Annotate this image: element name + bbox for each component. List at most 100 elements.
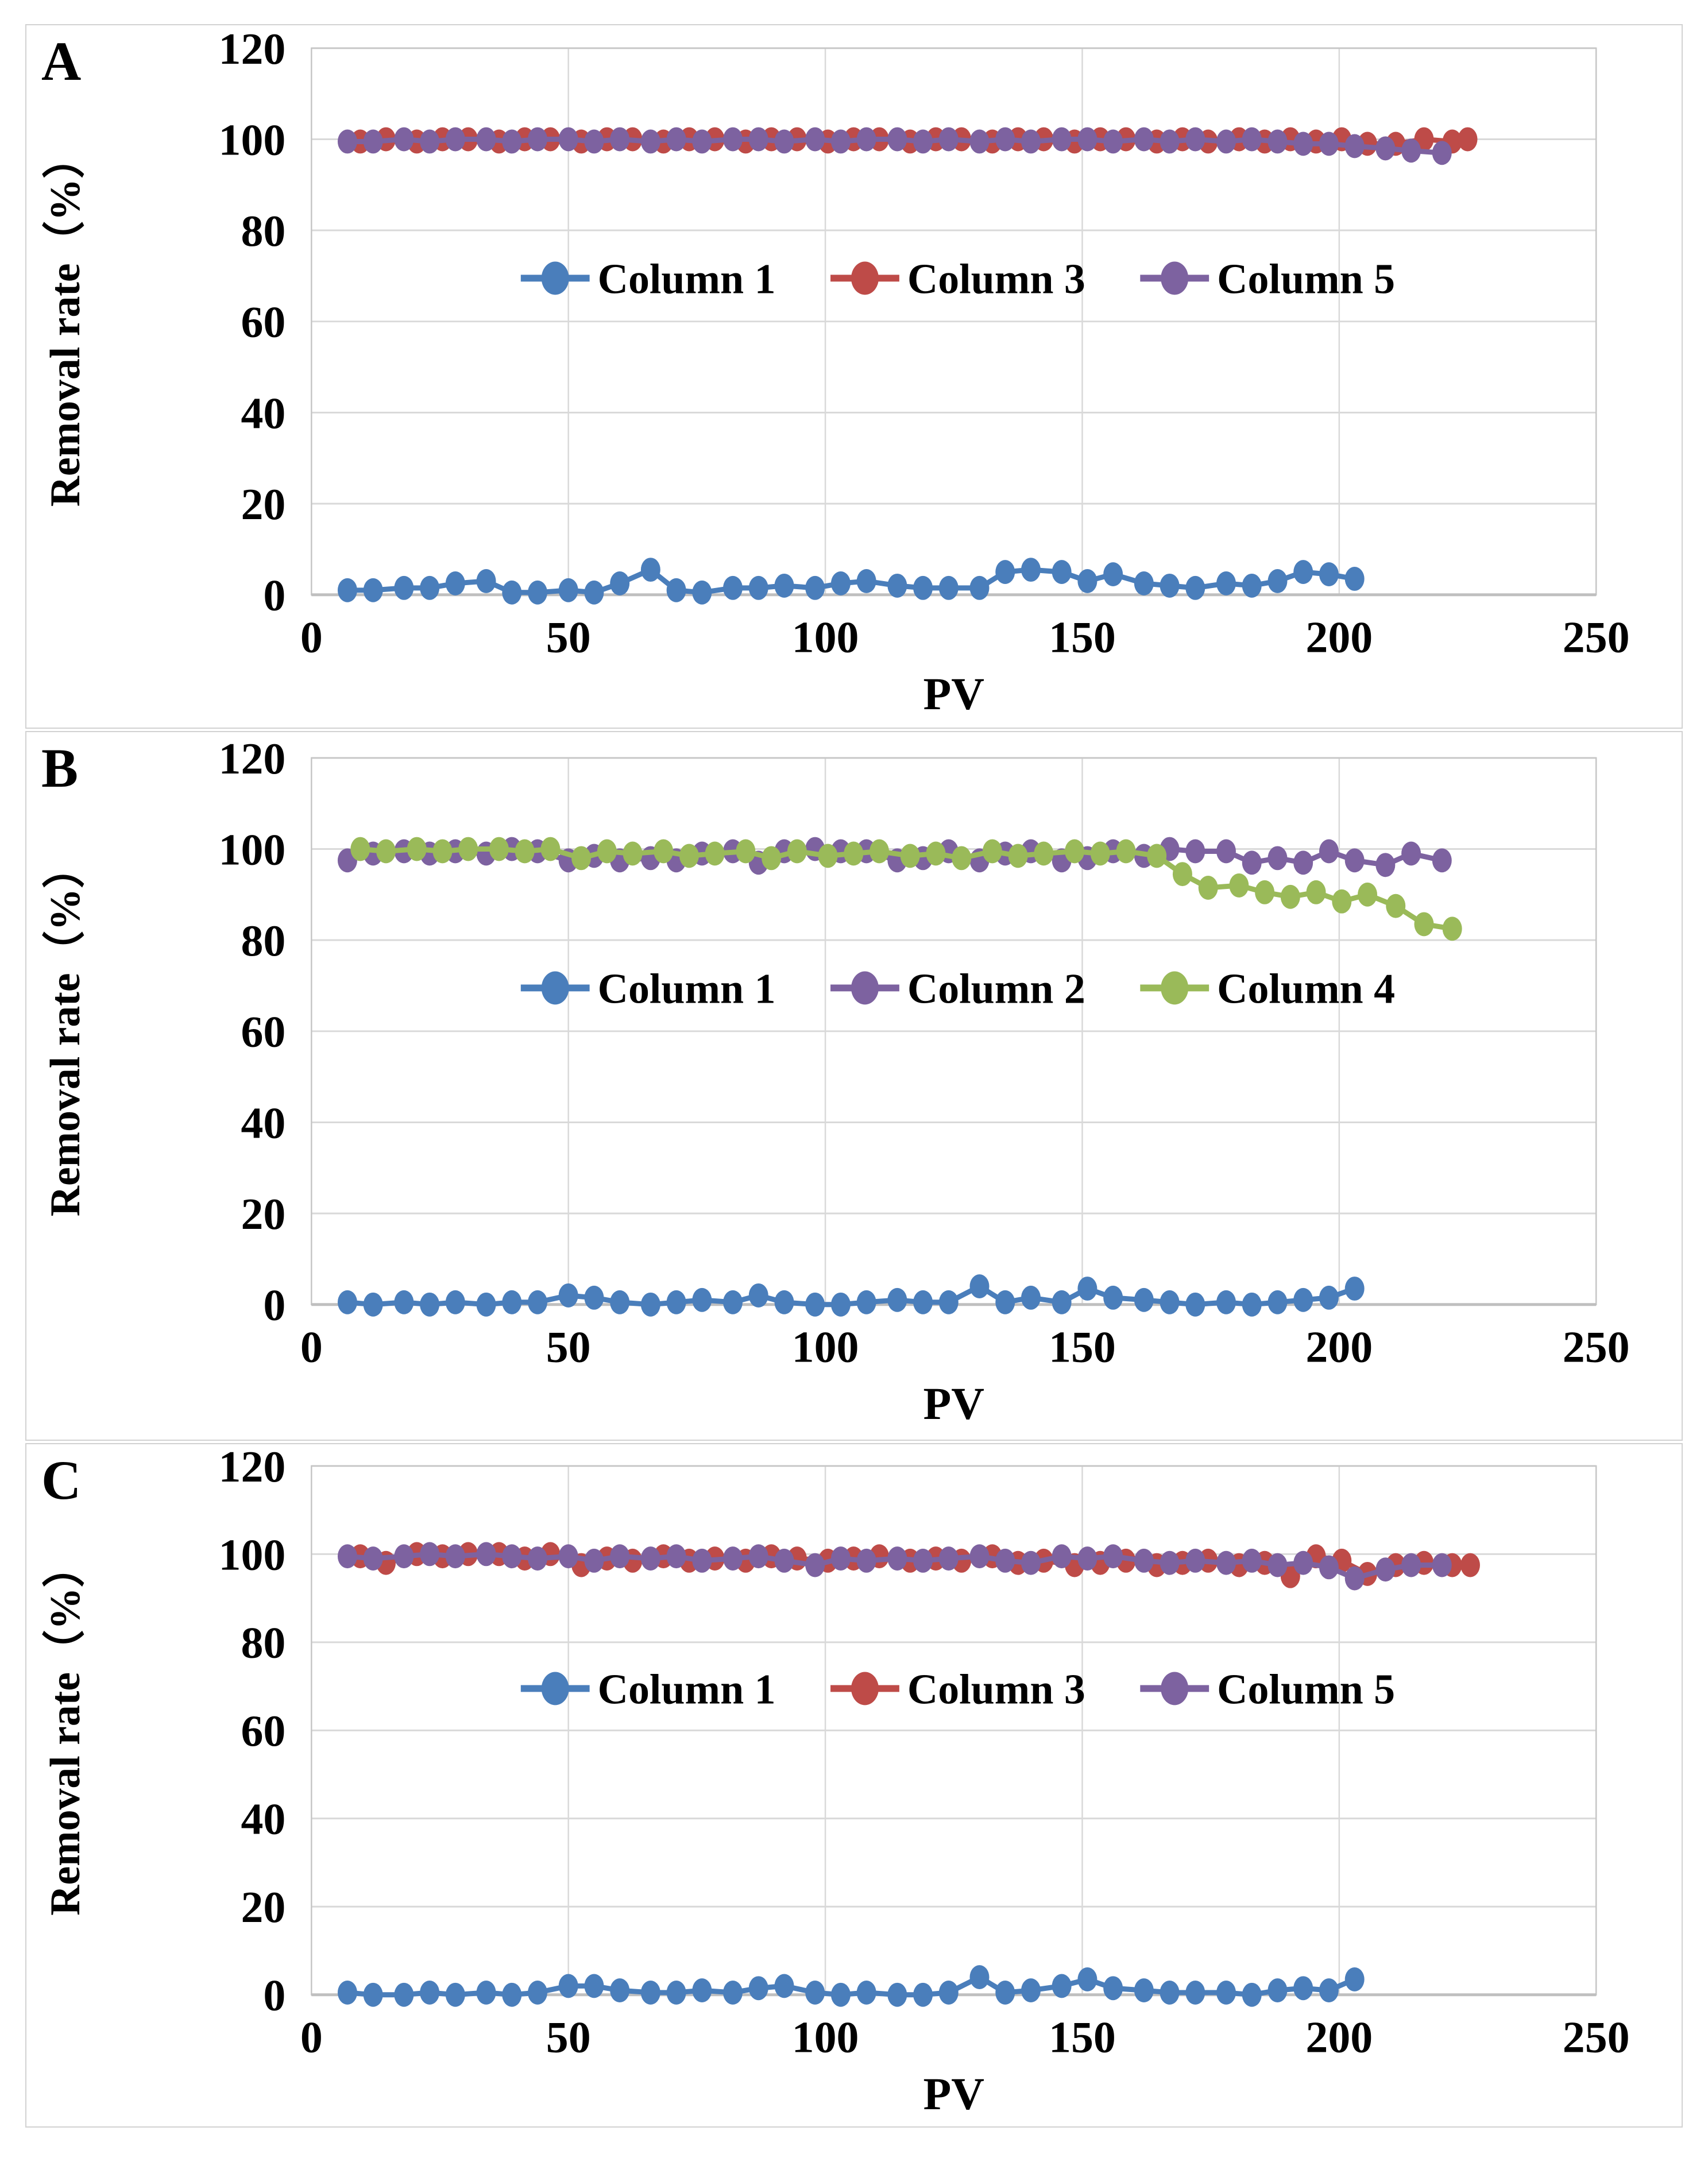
- data-point: [774, 1974, 794, 1998]
- data-point: [445, 127, 465, 152]
- data-point: [692, 1287, 712, 1312]
- data-point: [1358, 882, 1378, 907]
- data-point: [900, 844, 920, 868]
- data-point: [1160, 129, 1180, 154]
- x-tick-label: 150: [1049, 1322, 1116, 1372]
- x-axis-title: PV: [923, 2069, 984, 2120]
- x-tick-label: 150: [1049, 612, 1116, 662]
- y-tick-label: 60: [241, 1706, 285, 1755]
- data-point: [1216, 571, 1236, 595]
- data-point: [1458, 127, 1478, 152]
- legend-item: Column 5: [1140, 255, 1395, 302]
- data-point: [528, 1546, 547, 1571]
- data-point: [995, 1290, 1015, 1314]
- data-point: [938, 1290, 959, 1314]
- data-point: [952, 846, 972, 871]
- y-tick-label: 120: [219, 1444, 286, 1491]
- data-point: [1216, 1981, 1236, 2005]
- data-point: [995, 1548, 1015, 1573]
- y-tick-label: 100: [219, 1530, 286, 1579]
- legend-label: Column 1: [598, 1665, 776, 1712]
- x-tick-labels: 0 50 100 150 200 250: [300, 612, 1630, 662]
- data-point: [584, 1974, 604, 1998]
- data-point: [1021, 1978, 1041, 2003]
- y-tick-label: 0: [263, 571, 285, 620]
- panel-b: 0 20 40 60 80 100 120 0 50 100 150 200 250 PV Removal …: [25, 731, 1683, 1441]
- data-point: [1344, 567, 1365, 591]
- data-point: [528, 1290, 547, 1314]
- data-point: [640, 1981, 660, 2005]
- data-point: [394, 575, 414, 600]
- data-point: [1268, 569, 1288, 593]
- data-point: [1077, 569, 1098, 593]
- y-tick-label: 80: [241, 916, 286, 965]
- data-point: [723, 575, 743, 600]
- x-tick-label: 50: [546, 1322, 591, 1372]
- data-point: [610, 1290, 630, 1314]
- data-point: [692, 580, 712, 605]
- data-point: [1216, 839, 1236, 864]
- data-point: [679, 844, 699, 868]
- legend-marker-icon: [541, 261, 569, 295]
- data-point: [705, 841, 725, 866]
- data-point: [1160, 573, 1180, 598]
- data-point: [982, 839, 1002, 864]
- data-point: [913, 1548, 933, 1573]
- data-point: [1052, 1974, 1072, 1998]
- data-point: [938, 1981, 959, 2005]
- data-point: [445, 1982, 465, 2007]
- data-point: [1103, 1976, 1123, 2001]
- data-point: [458, 837, 478, 861]
- data-point: [913, 1290, 933, 1314]
- data-point: [1319, 562, 1339, 586]
- data-point: [1103, 1285, 1123, 1310]
- data-point: [856, 569, 876, 593]
- data-point: [748, 575, 768, 600]
- y-tick-label: 20: [241, 479, 286, 529]
- data-point: [856, 1290, 876, 1314]
- data-point: [445, 571, 465, 595]
- data-point: [1268, 1553, 1288, 1577]
- data-point: [363, 1982, 383, 2007]
- y-tick-label: 40: [241, 388, 286, 438]
- data-point: [445, 1290, 465, 1314]
- data-point: [830, 129, 851, 154]
- x-tick-label: 200: [1305, 612, 1373, 662]
- data-point: [1268, 846, 1288, 871]
- data-point: [1344, 1967, 1365, 1991]
- data-point: [1293, 1550, 1313, 1575]
- data-point: [1021, 558, 1041, 582]
- data-point: [1216, 1550, 1236, 1575]
- data-point: [969, 575, 990, 600]
- y-tick-label: 100: [219, 115, 286, 164]
- x-axis-title: PV: [923, 1379, 984, 1429]
- data-point: [969, 129, 990, 154]
- data-point: [1442, 916, 1462, 941]
- data-point: [1242, 1982, 1262, 2007]
- data-point: [1216, 1290, 1236, 1314]
- data-point: [692, 129, 712, 154]
- data-point: [1116, 839, 1136, 864]
- chart-c: 0 20 40 60 80 100 120 0 50 100 150 200 250 PV Removal …: [41, 1444, 1630, 2120]
- data-point: [1077, 1967, 1098, 1991]
- data-point: [748, 127, 768, 152]
- series-column-5: [337, 127, 1452, 165]
- data-point: [1401, 138, 1421, 163]
- data-point: [571, 846, 592, 871]
- data-point: [640, 1292, 660, 1317]
- data-point: [394, 1544, 414, 1569]
- data-point: [818, 844, 838, 868]
- data-point: [913, 1982, 933, 2007]
- data-point: [774, 1548, 794, 1573]
- data-point: [584, 129, 604, 154]
- legend-item: Column 1: [520, 965, 776, 1012]
- legend-label: Column 1: [598, 965, 776, 1012]
- data-point: [1280, 884, 1300, 909]
- data-point: [666, 1981, 686, 2005]
- data-point: [1432, 141, 1452, 165]
- data-point: [1460, 1553, 1480, 1577]
- data-point: [666, 1290, 686, 1314]
- legend-item: Column 3: [830, 1665, 1085, 1712]
- data-point: [1306, 880, 1326, 904]
- legend-item: Column 1: [520, 255, 776, 302]
